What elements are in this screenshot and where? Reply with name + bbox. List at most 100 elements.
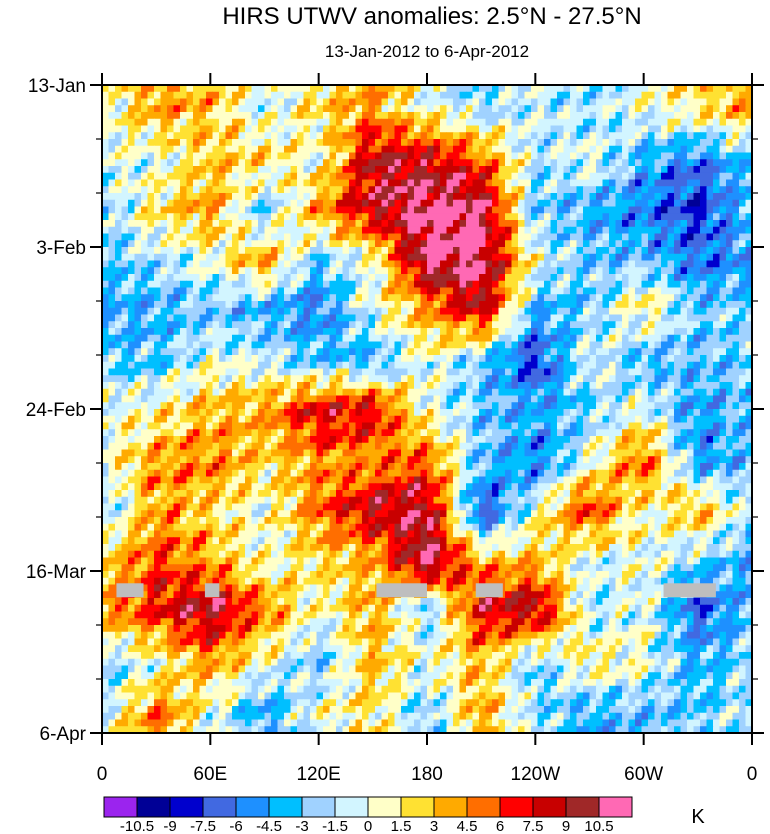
heatmap-cell bbox=[271, 260, 278, 268]
heatmap-cell bbox=[537, 253, 545, 261]
heatmap-cell bbox=[375, 307, 382, 315]
heatmap-cell bbox=[674, 91, 681, 99]
heatmap-cell bbox=[700, 260, 707, 268]
heatmap-cell bbox=[368, 179, 376, 187]
heatmap-cell bbox=[479, 328, 486, 336]
heatmap-cell bbox=[154, 328, 161, 336]
heatmap-cell bbox=[102, 85, 109, 93]
heatmap-cell bbox=[472, 415, 480, 423]
heatmap-cell bbox=[316, 267, 324, 275]
heatmap-cell bbox=[687, 132, 694, 140]
heatmap-cell bbox=[570, 91, 577, 99]
heatmap-cell bbox=[160, 85, 168, 93]
heatmap-cell bbox=[641, 274, 649, 282]
heatmap-cell bbox=[531, 348, 538, 356]
heatmap-cell bbox=[290, 260, 298, 268]
heatmap-cell bbox=[225, 321, 233, 329]
heatmap-cell bbox=[368, 213, 376, 221]
heatmap-cell bbox=[518, 368, 525, 376]
heatmap-cell bbox=[498, 253, 506, 261]
heatmap-cell bbox=[264, 159, 272, 167]
heatmap-cell bbox=[459, 220, 467, 228]
heatmap-cell bbox=[225, 361, 233, 369]
heatmap-cell bbox=[388, 213, 395, 221]
heatmap-cell bbox=[336, 125, 343, 133]
heatmap-cell bbox=[303, 328, 311, 336]
heatmap-cell bbox=[726, 220, 733, 228]
heatmap-cell bbox=[102, 132, 109, 140]
heatmap-cell bbox=[589, 328, 597, 336]
heatmap-cell bbox=[524, 361, 532, 369]
heatmap-cell bbox=[557, 247, 564, 255]
heatmap-cell bbox=[563, 368, 571, 376]
heatmap-cell bbox=[147, 341, 155, 349]
heatmap-cell bbox=[726, 280, 733, 288]
heatmap-cell bbox=[557, 199, 564, 207]
heatmap-cell bbox=[563, 260, 571, 268]
heatmap-cell bbox=[232, 152, 239, 160]
heatmap-cell bbox=[628, 193, 636, 201]
heatmap-cell bbox=[420, 415, 428, 423]
heatmap-cell bbox=[492, 220, 499, 228]
heatmap-cell bbox=[531, 409, 538, 417]
heatmap-cell bbox=[622, 368, 629, 376]
heatmap-cell bbox=[479, 132, 486, 140]
heatmap-cell bbox=[284, 253, 291, 261]
heatmap-cell bbox=[420, 145, 428, 153]
heatmap-cell bbox=[121, 145, 129, 153]
heatmap-cell bbox=[251, 280, 259, 288]
heatmap-cell bbox=[212, 233, 220, 241]
heatmap-cell bbox=[394, 280, 402, 288]
heatmap-cell bbox=[167, 91, 174, 99]
heatmap-cell bbox=[713, 287, 720, 295]
heatmap-cell bbox=[466, 98, 473, 106]
heatmap-cell bbox=[641, 186, 649, 194]
heatmap-cell bbox=[128, 199, 135, 207]
heatmap-cell bbox=[674, 166, 681, 174]
heatmap-cell bbox=[303, 132, 311, 140]
heatmap-cell bbox=[102, 152, 109, 160]
heatmap-cell bbox=[635, 172, 642, 180]
heatmap-cell bbox=[420, 382, 428, 390]
heatmap-cell bbox=[693, 179, 701, 187]
heatmap-cell bbox=[284, 287, 291, 295]
heatmap-cell bbox=[544, 105, 551, 113]
heatmap-cell bbox=[732, 375, 740, 383]
heatmap-cell bbox=[550, 341, 558, 349]
heatmap-cell bbox=[342, 118, 350, 126]
heatmap-cell bbox=[342, 159, 350, 167]
heatmap-cell bbox=[368, 355, 376, 363]
heatmap-cell bbox=[563, 199, 571, 207]
heatmap-cell bbox=[368, 132, 376, 140]
heatmap-cell bbox=[693, 118, 701, 126]
heatmap-cell bbox=[336, 206, 343, 214]
heatmap-cell bbox=[193, 280, 200, 288]
heatmap-cell bbox=[537, 152, 545, 160]
heatmap-cell bbox=[264, 152, 272, 160]
heatmap-cell bbox=[440, 361, 447, 369]
heatmap-cell bbox=[394, 159, 402, 167]
heatmap-cell bbox=[674, 132, 681, 140]
heatmap-cell bbox=[505, 145, 512, 153]
heatmap-cell bbox=[180, 105, 187, 113]
heatmap-cell bbox=[427, 355, 434, 363]
heatmap-cell bbox=[693, 415, 701, 423]
heatmap-cell bbox=[661, 247, 668, 255]
heatmap-cell bbox=[342, 186, 350, 194]
heatmap-cell bbox=[706, 118, 714, 126]
heatmap-cell bbox=[290, 85, 298, 93]
heatmap-cell bbox=[745, 152, 753, 160]
heatmap-cell bbox=[700, 118, 707, 126]
heatmap-cell bbox=[479, 368, 486, 376]
heatmap-cell bbox=[576, 233, 584, 241]
heatmap-cell bbox=[583, 382, 590, 390]
heatmap-cell bbox=[446, 307, 454, 315]
heatmap-cell bbox=[700, 253, 707, 261]
heatmap-cell bbox=[654, 355, 662, 363]
heatmap-cell bbox=[219, 314, 226, 322]
heatmap-cell bbox=[583, 280, 590, 288]
heatmap-cell bbox=[394, 220, 402, 228]
heatmap-cell bbox=[251, 321, 259, 329]
heatmap-cell bbox=[219, 118, 226, 126]
heatmap-cell bbox=[394, 274, 402, 282]
